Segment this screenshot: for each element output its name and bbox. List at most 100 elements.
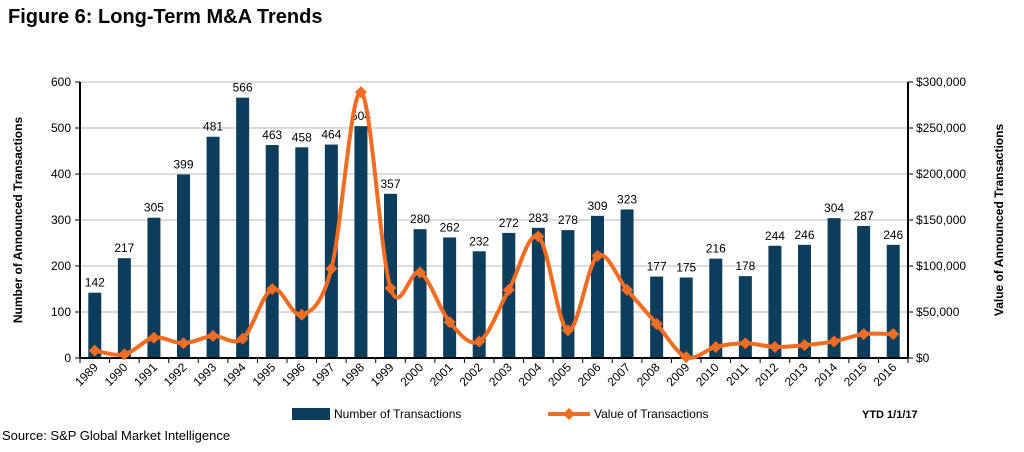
x-tick-label: 2001 — [427, 360, 456, 389]
legend-line-label: Value of Transactions — [594, 407, 709, 421]
data-label: 246 — [794, 228, 814, 242]
x-tick-label: 2000 — [397, 360, 426, 389]
bar — [679, 277, 693, 358]
data-label: 175 — [676, 261, 696, 275]
legend-line-marker — [563, 408, 575, 420]
data-label: 399 — [173, 157, 193, 171]
data-label: 278 — [558, 213, 578, 227]
x-tick-label: 2004 — [516, 360, 545, 389]
x-tick-label: 1999 — [368, 360, 397, 389]
bar — [472, 251, 486, 358]
data-label: 305 — [144, 201, 164, 215]
data-label: 357 — [380, 177, 400, 191]
y-tick-label: 200 — [51, 259, 71, 273]
x-tick-label: 1990 — [102, 360, 131, 389]
bar — [236, 97, 250, 358]
x-tick-label: 2002 — [457, 360, 486, 389]
bar — [147, 217, 161, 358]
data-label: 481 — [203, 120, 223, 134]
data-label: 304 — [824, 201, 844, 215]
bar — [857, 225, 871, 358]
x-tick-label: 2008 — [634, 360, 663, 389]
legend-bar-swatch — [292, 408, 330, 420]
line-marker — [325, 262, 338, 275]
x-tick-label: 2007 — [604, 360, 633, 389]
line-marker — [414, 266, 427, 279]
x-tick-label: 2010 — [693, 360, 722, 389]
bar — [443, 237, 457, 358]
y2-axis-label: Value of Announced Transactions — [992, 124, 1006, 317]
line-marker — [207, 329, 220, 342]
x-tick-label: 2011 — [723, 360, 751, 388]
data-label: 287 — [854, 209, 874, 223]
data-label: 463 — [262, 128, 282, 142]
x-tick-label: 2003 — [486, 360, 515, 389]
data-label: 177 — [647, 260, 667, 274]
data-label: 280 — [410, 212, 430, 226]
line-marker — [236, 332, 249, 345]
line-marker — [887, 328, 900, 341]
x-tick-label: 1997 — [309, 360, 338, 389]
data-label: 262 — [440, 220, 460, 234]
line-marker — [295, 308, 308, 321]
data-label: 464 — [321, 128, 341, 142]
y-tick-label: 0 — [64, 351, 71, 365]
line-marker — [502, 283, 515, 296]
data-label: 142 — [85, 276, 105, 290]
x-tick-label: 1995 — [250, 360, 279, 389]
x-tick-label: 2015 — [841, 360, 870, 389]
data-label: 244 — [765, 229, 785, 243]
x-tick-label: 1996 — [279, 360, 308, 389]
line-marker — [147, 331, 160, 344]
y2-tick-label: $150,000 — [916, 213, 966, 227]
data-label: 323 — [617, 192, 637, 206]
x-tick-label: 1993 — [190, 360, 219, 389]
line-marker — [532, 230, 545, 243]
line-marker — [118, 348, 131, 361]
source-note: Source: S&P Global Market Intelligence — [2, 428, 231, 443]
line-marker — [768, 340, 781, 353]
bar — [768, 245, 782, 358]
bar — [709, 258, 723, 358]
line-marker — [828, 335, 841, 348]
line-marker — [384, 282, 397, 295]
x-tick-label: 2009 — [664, 360, 693, 389]
y-tick-label: 300 — [51, 213, 71, 227]
bar — [620, 209, 634, 358]
bar — [738, 276, 752, 358]
bar — [88, 292, 102, 358]
x-tick-label: 1992 — [161, 360, 190, 389]
x-tick-label: 1998 — [338, 360, 367, 389]
y2-tick-label: $200,000 — [916, 167, 966, 181]
line-marker — [354, 86, 367, 99]
bar — [354, 126, 368, 358]
bar — [531, 227, 545, 358]
data-label: 178 — [735, 259, 755, 273]
data-label: 309 — [587, 199, 607, 213]
y-tick-label: 500 — [51, 121, 71, 135]
data-label: 458 — [292, 130, 312, 144]
line-marker — [621, 283, 634, 296]
ytd-note: YTD 1/1/17 — [862, 409, 918, 421]
bar — [206, 136, 220, 358]
line-marker — [857, 328, 870, 341]
bar — [591, 215, 604, 358]
x-tick-label: 2014 — [811, 360, 840, 389]
y-tick-label: 400 — [51, 167, 71, 181]
line-marker — [88, 344, 101, 357]
line-marker — [591, 249, 604, 262]
line-marker — [561, 324, 574, 337]
bar — [265, 145, 279, 358]
data-label: 216 — [706, 242, 726, 256]
bar — [886, 244, 900, 358]
line-marker — [177, 337, 190, 350]
line-marker — [709, 340, 722, 353]
line-marker — [650, 317, 663, 330]
x-tick-label: 1994 — [220, 360, 249, 389]
data-label: 272 — [499, 216, 519, 230]
data-label: 232 — [469, 234, 489, 248]
data-label: 217 — [114, 241, 134, 255]
line-marker — [680, 351, 693, 364]
x-tick-label: 2013 — [782, 360, 811, 389]
